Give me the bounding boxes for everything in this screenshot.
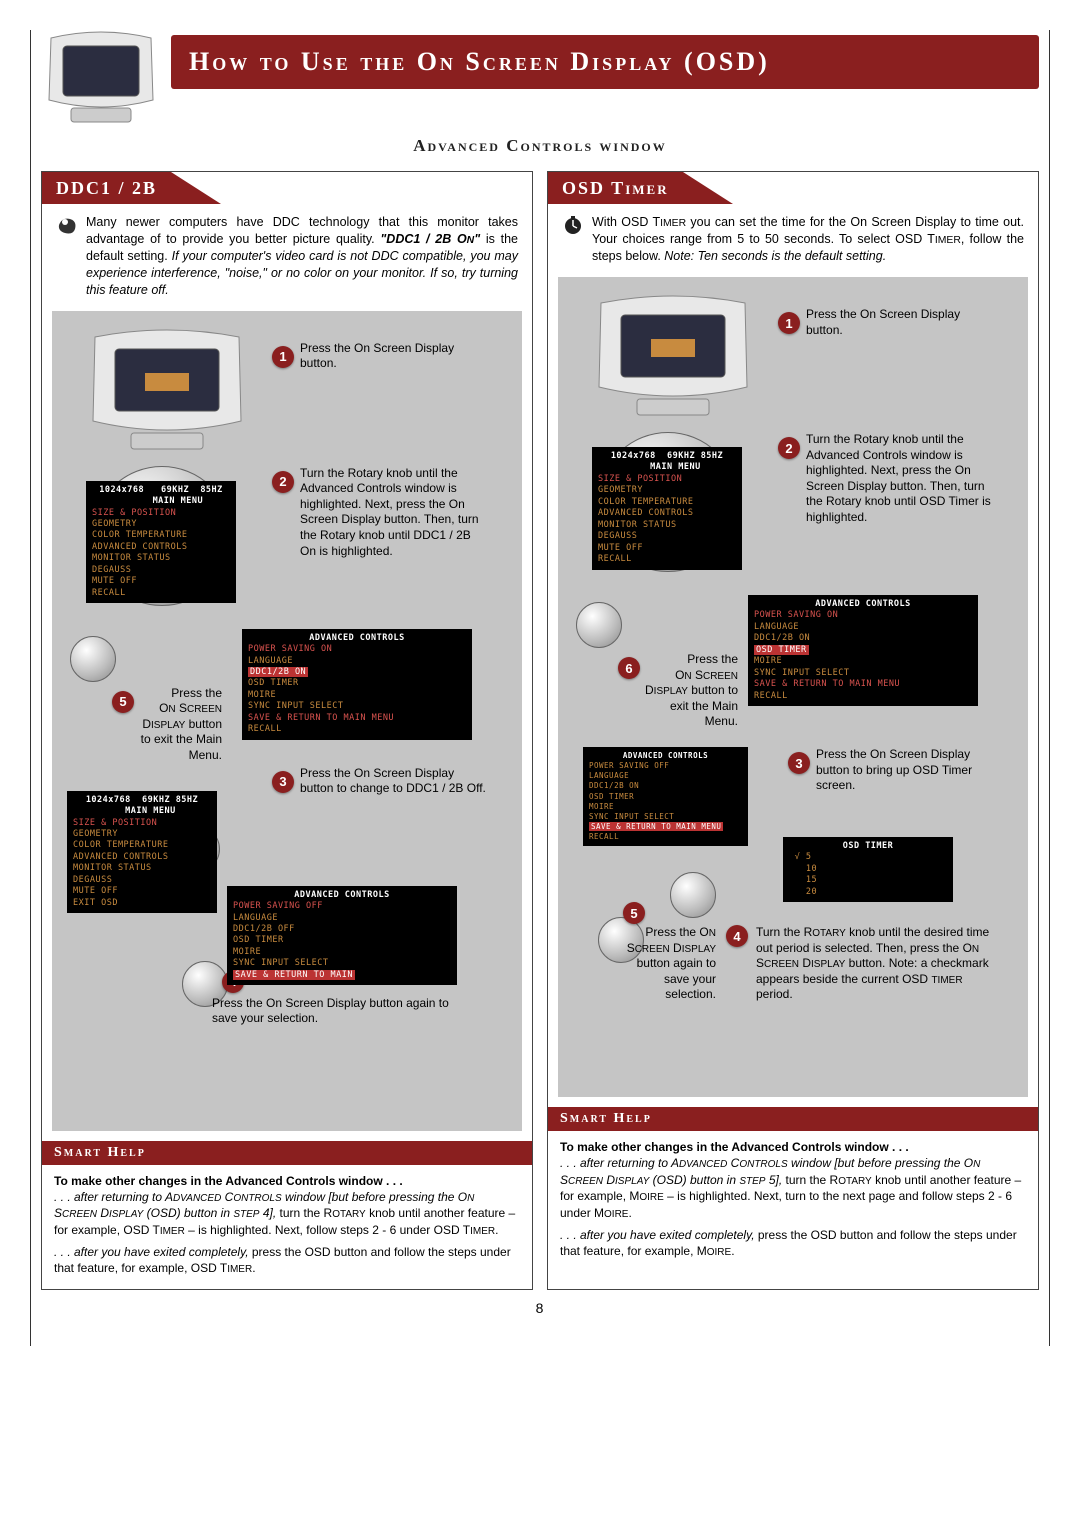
step-text: Press the On Screen Display button to ch… [300, 766, 490, 797]
osd-adv-off-menu: ADVANCED CONTROLSPOWER SAVING OFF LANGUA… [227, 886, 457, 986]
step-text: Press theON SCREENDISPLAY button toexit … [588, 652, 738, 730]
osd-timer-menu: OSD TIMER √ 5 10 15 20 [783, 837, 953, 902]
right-diagram: 1 Press the On Screen Display button. 2 … [558, 277, 1028, 1097]
smart-help-p2: . . . after you have exited completely, … [560, 1227, 1026, 1260]
knob-icon [576, 602, 622, 648]
left-column: DDC1 / 2B Many newer computers have DDC … [41, 171, 533, 1290]
osd-main-menu: 1024x768 69KHZ 85HZ MAIN MENUSIZE & POSI… [86, 481, 236, 604]
smart-help-lead: To make other changes in the Advanced Co… [560, 1139, 1026, 1155]
page-number: 8 [41, 1300, 1039, 1316]
right-header: OSD Timer [548, 172, 1038, 204]
info-icon [56, 214, 78, 236]
smart-help-p2: . . . after you have exited completely, … [54, 1244, 520, 1277]
left-header-label: DDC1 / 2B [42, 172, 171, 204]
left-header: DDC1 / 2B [42, 172, 532, 204]
smart-help-lead: To make other changes in the Advanced Co… [54, 1173, 520, 1189]
right-intro-text: With OSD TIMER you can set the time for … [592, 214, 1024, 265]
right-header-label: OSD Timer [548, 172, 683, 204]
step-badge: 5 [623, 902, 645, 924]
page: How to Use the On Screen Display (OSD) A… [30, 30, 1050, 1346]
step-badge: 3 [788, 752, 810, 774]
header-row: How to Use the On Screen Display (OSD) [41, 30, 1039, 130]
page-title: How to Use the On Screen Display (OSD) [171, 35, 1039, 89]
step-text: Turn the Rotary knob until the Advanced … [300, 466, 490, 560]
step-text: Press the On Screen Display button. [300, 341, 480, 372]
step-badge: 1 [778, 312, 800, 334]
step-text: Press the ONSCREEN DISPLAYbutton again t… [576, 925, 716, 1003]
osd-main-menu: 1024x768 69KHZ 85HZ MAIN MENUSIZE & POSI… [592, 447, 742, 570]
crt-monitor-icon [41, 30, 161, 130]
smart-help-body: To make other changes in the Advanced Co… [42, 1165, 532, 1289]
step-text: Press the On Screen Display button. [806, 307, 986, 338]
step-text: Turn the Rotary knob until the Advanced … [806, 432, 996, 526]
smart-help-p1: . . . after returning to ADVANCED CONTRO… [54, 1189, 520, 1239]
columns: DDC1 / 2B Many newer computers have DDC … [41, 171, 1039, 1290]
crt-thumbnail-icon [593, 295, 753, 428]
smart-help-header: Smart Help [548, 1107, 1038, 1131]
left-intro: Many newer computers have DDC technology… [42, 204, 532, 305]
osd-main-menu-2: 1024x768 69KHZ 85HZ MAIN MENUSIZE & POSI… [67, 791, 217, 914]
step-text: Press the On Screen Display button again… [212, 996, 452, 1027]
left-intro-text: Many newer computers have DDC technology… [86, 214, 518, 299]
step-text: Press the On Screen Display button to br… [816, 747, 996, 794]
step-text: Turn the ROTARY knob until the desired t… [756, 925, 991, 1003]
step-badge: 2 [778, 437, 800, 459]
step-badge: 4 [726, 925, 748, 947]
left-diagram: 1 Press the On Screen Display button. 2 … [52, 311, 522, 1131]
step-badge: 3 [272, 771, 294, 793]
knob-icon [670, 872, 716, 918]
header-triangle [171, 172, 221, 204]
osd-adv-menu: ADVANCED CONTROLSPOWER SAVING ON LANGUAG… [242, 629, 472, 740]
smart-help-header: Smart Help [42, 1141, 532, 1165]
timer-icon [562, 214, 584, 236]
osd-adv-menu-2: ADVANCED CONTROLSPOWER SAVING OFF LANGUA… [583, 747, 748, 846]
right-column: OSD Timer With OSD TIMER you can set the… [547, 171, 1039, 1290]
header-triangle [683, 172, 733, 204]
right-intro: With OSD TIMER you can set the time for … [548, 204, 1038, 271]
osd-adv-menu: ADVANCED CONTROLSPOWER SAVING ON LANGUAG… [748, 595, 978, 706]
step-text: Press theON SCREENDISPLAY buttonto exit … [72, 686, 222, 764]
smart-help-body: To make other changes in the Advanced Co… [548, 1131, 1038, 1272]
crt-thumbnail-icon [87, 329, 247, 462]
step-badge: 1 [272, 346, 294, 368]
step-badge: 2 [272, 471, 294, 493]
smart-help-p1: . . . after returning to ADVANCED CONTRO… [560, 1155, 1026, 1221]
page-subtitle: Advanced Controls window [41, 136, 1039, 156]
knob-icon [70, 636, 116, 682]
